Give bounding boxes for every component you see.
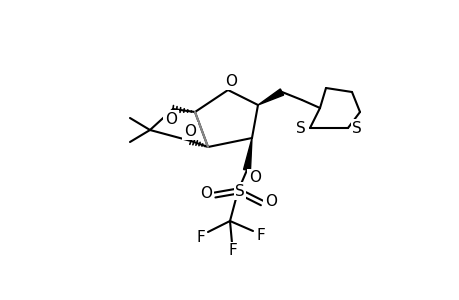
Text: O: O: [165, 112, 177, 127]
Text: S: S: [296, 121, 305, 136]
Text: O: O: [184, 124, 196, 139]
Text: O: O: [200, 185, 212, 200]
Polygon shape: [243, 138, 252, 170]
Text: O: O: [264, 194, 276, 208]
Text: F: F: [196, 230, 205, 244]
Text: S: S: [351, 121, 361, 136]
Text: S: S: [235, 184, 244, 199]
Text: F: F: [228, 244, 237, 259]
Text: F: F: [256, 229, 265, 244]
Text: O: O: [224, 74, 236, 88]
Polygon shape: [257, 89, 283, 105]
Text: O: O: [248, 170, 260, 185]
